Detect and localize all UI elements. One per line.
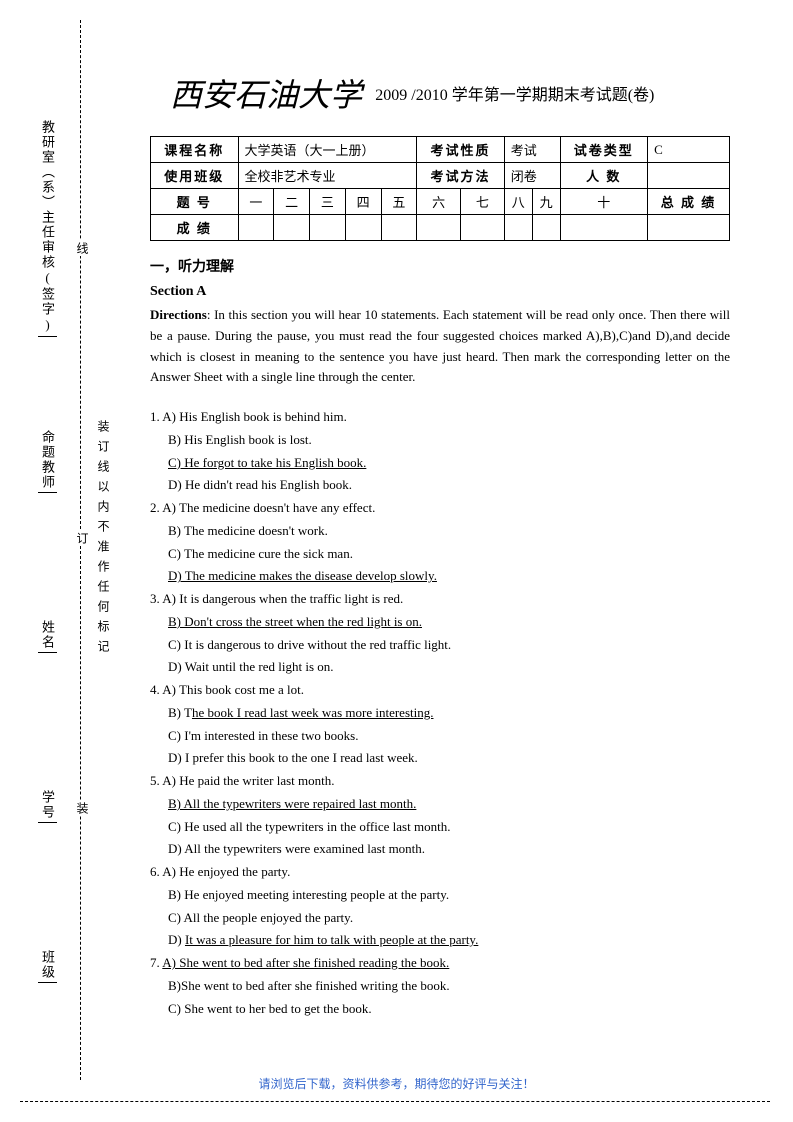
questions-list: 1. A) His English book is behind him.B) … <box>150 406 730 1020</box>
question-option: 3. A) It is dangerous when the traffic l… <box>150 588 730 611</box>
question-option: C) She went to her bed to get the book. <box>150 998 730 1021</box>
method-label: 考试方法 <box>417 163 505 189</box>
question-option: B) He enjoyed meeting interesting people… <box>150 884 730 907</box>
class-label: 班级 <box>38 950 57 983</box>
nature-label: 考试性质 <box>417 137 505 163</box>
score-5 <box>381 215 417 241</box>
score-10 <box>560 215 648 241</box>
name-label: 姓名 <box>38 620 57 653</box>
col-8: 八 <box>504 189 532 215</box>
question-option: B) His English book is lost. <box>150 429 730 452</box>
page-content: 西安石油大学 2009 /2010 学年第一学期期末考试题(卷) 课程名称 大学… <box>110 30 770 1020</box>
university-name: 西安石油大学 <box>170 77 362 113</box>
dept-label: 教研室（系）主任审核(签字) <box>38 120 57 337</box>
type-label: 试卷类型 <box>560 137 648 163</box>
score-4 <box>345 215 381 241</box>
question-option: C) He used all the typewriters in the of… <box>150 816 730 839</box>
question-option: D) It was a pleasure for him to talk wit… <box>150 929 730 952</box>
question-option: 6. A) He enjoyed the party. <box>150 861 730 884</box>
score-total <box>648 215 730 241</box>
score-3 <box>310 215 346 241</box>
course-value: 大学英语（大一上册） <box>238 137 417 163</box>
total-label: 总 成 绩 <box>648 189 730 215</box>
score-2 <box>274 215 310 241</box>
question-option: 7. A) She went to bed after she finished… <box>150 952 730 975</box>
question-option: C) He forgot to take his English book. <box>150 452 730 475</box>
xian-label: 线 <box>74 240 91 256</box>
col-1: 一 <box>238 189 274 215</box>
count-value <box>648 163 730 189</box>
col-3: 三 <box>310 189 346 215</box>
zhuang-label: 装 <box>74 800 91 816</box>
col-2: 二 <box>274 189 310 215</box>
table-row: 成 绩 <box>151 215 730 241</box>
count-label: 人 数 <box>560 163 648 189</box>
directions-text: : In this section you will hear 10 state… <box>150 307 730 384</box>
ding-label: 订 <box>74 530 91 546</box>
qnum-label: 题 号 <box>151 189 239 215</box>
score-6 <box>417 215 461 241</box>
question-option: D) I prefer this book to the one I read … <box>150 747 730 770</box>
class-use-label: 使用班级 <box>151 163 239 189</box>
question-option: D) Wait until the red light is on. <box>150 656 730 679</box>
question-option: D) The medicine makes the disease develo… <box>150 565 730 588</box>
score-label: 成 绩 <box>151 215 239 241</box>
binding-line <box>80 20 81 1080</box>
col-4: 四 <box>345 189 381 215</box>
section-title: 一，听力理解 <box>150 256 730 276</box>
table-row: 课程名称 大学英语（大一上册） 考试性质 考试 试卷类型 C <box>151 137 730 163</box>
question-option: B)She went to bed after she finished wri… <box>150 975 730 998</box>
teacher-label: 命题教师 <box>38 430 57 493</box>
question-option: C) It is dangerous to drive without the … <box>150 634 730 657</box>
question-option: B) The medicine doesn't work. <box>150 520 730 543</box>
question-option: D) All the typewriters were examined las… <box>150 838 730 861</box>
col-5: 五 <box>381 189 417 215</box>
score-9 <box>532 215 560 241</box>
type-value: C <box>648 137 730 163</box>
question-option: 2. A) The medicine doesn't have any effe… <box>150 497 730 520</box>
exam-title: 2009 /2010 学年第一学期期末考试题(卷) <box>375 87 654 104</box>
question-option: B) The book I read last week was more in… <box>150 702 730 725</box>
question-option: B) Don't cross the street when the red l… <box>150 611 730 634</box>
question-option: D) He didn't read his English book. <box>150 474 730 497</box>
question-option: C) I'm interested in these two books. <box>150 725 730 748</box>
col-6: 六 <box>417 189 461 215</box>
directions: Directions: In this section you will hea… <box>150 305 730 388</box>
question-option: C) The medicine cure the sick man. <box>150 543 730 566</box>
question-option: C) All the people enjoyed the party. <box>150 907 730 930</box>
bottom-line <box>20 1101 770 1102</box>
col-10: 十 <box>560 189 648 215</box>
nature-value: 考试 <box>504 137 560 163</box>
score-7 <box>460 215 504 241</box>
score-1 <box>238 215 274 241</box>
id-label: 学号 <box>38 790 57 823</box>
col-7: 七 <box>460 189 504 215</box>
score-8 <box>504 215 532 241</box>
table-row: 使用班级 全校非艺术专业 考试方法 闭卷 人 数 <box>151 163 730 189</box>
section-sub: Section A <box>150 284 730 300</box>
class-use-value: 全校非艺术专业 <box>238 163 417 189</box>
question-option: 4. A) This book cost me a lot. <box>150 679 730 702</box>
header: 西安石油大学 2009 /2010 学年第一学期期末考试题(卷) <box>110 70 770 116</box>
footer-text: 请浏览后下载，资料供参考，期待您的好评与关注！ <box>0 1075 793 1092</box>
method-value: 闭卷 <box>504 163 560 189</box>
content-area: 一，听力理解 Section A Directions: In this sec… <box>150 256 730 1020</box>
info-table: 课程名称 大学英语（大一上册） 考试性质 考试 试卷类型 C 使用班级 全校非艺… <box>150 136 730 241</box>
question-option: 1. A) His English book is behind him. <box>150 406 730 429</box>
question-option: B) All the typewriters were repaired las… <box>150 793 730 816</box>
col-9: 九 <box>532 189 560 215</box>
course-label: 课程名称 <box>151 137 239 163</box>
left-margin: 教研室（系）主任审核(签字) 命题教师 姓名 学号 班级 线 订 装 装订线以内… <box>0 0 110 1122</box>
table-row: 题 号 一 二 三 四 五 六 七 八 九 十 总 成 绩 <box>151 189 730 215</box>
directions-label: Directions <box>150 307 207 322</box>
question-option: 5. A) He paid the writer last month. <box>150 770 730 793</box>
